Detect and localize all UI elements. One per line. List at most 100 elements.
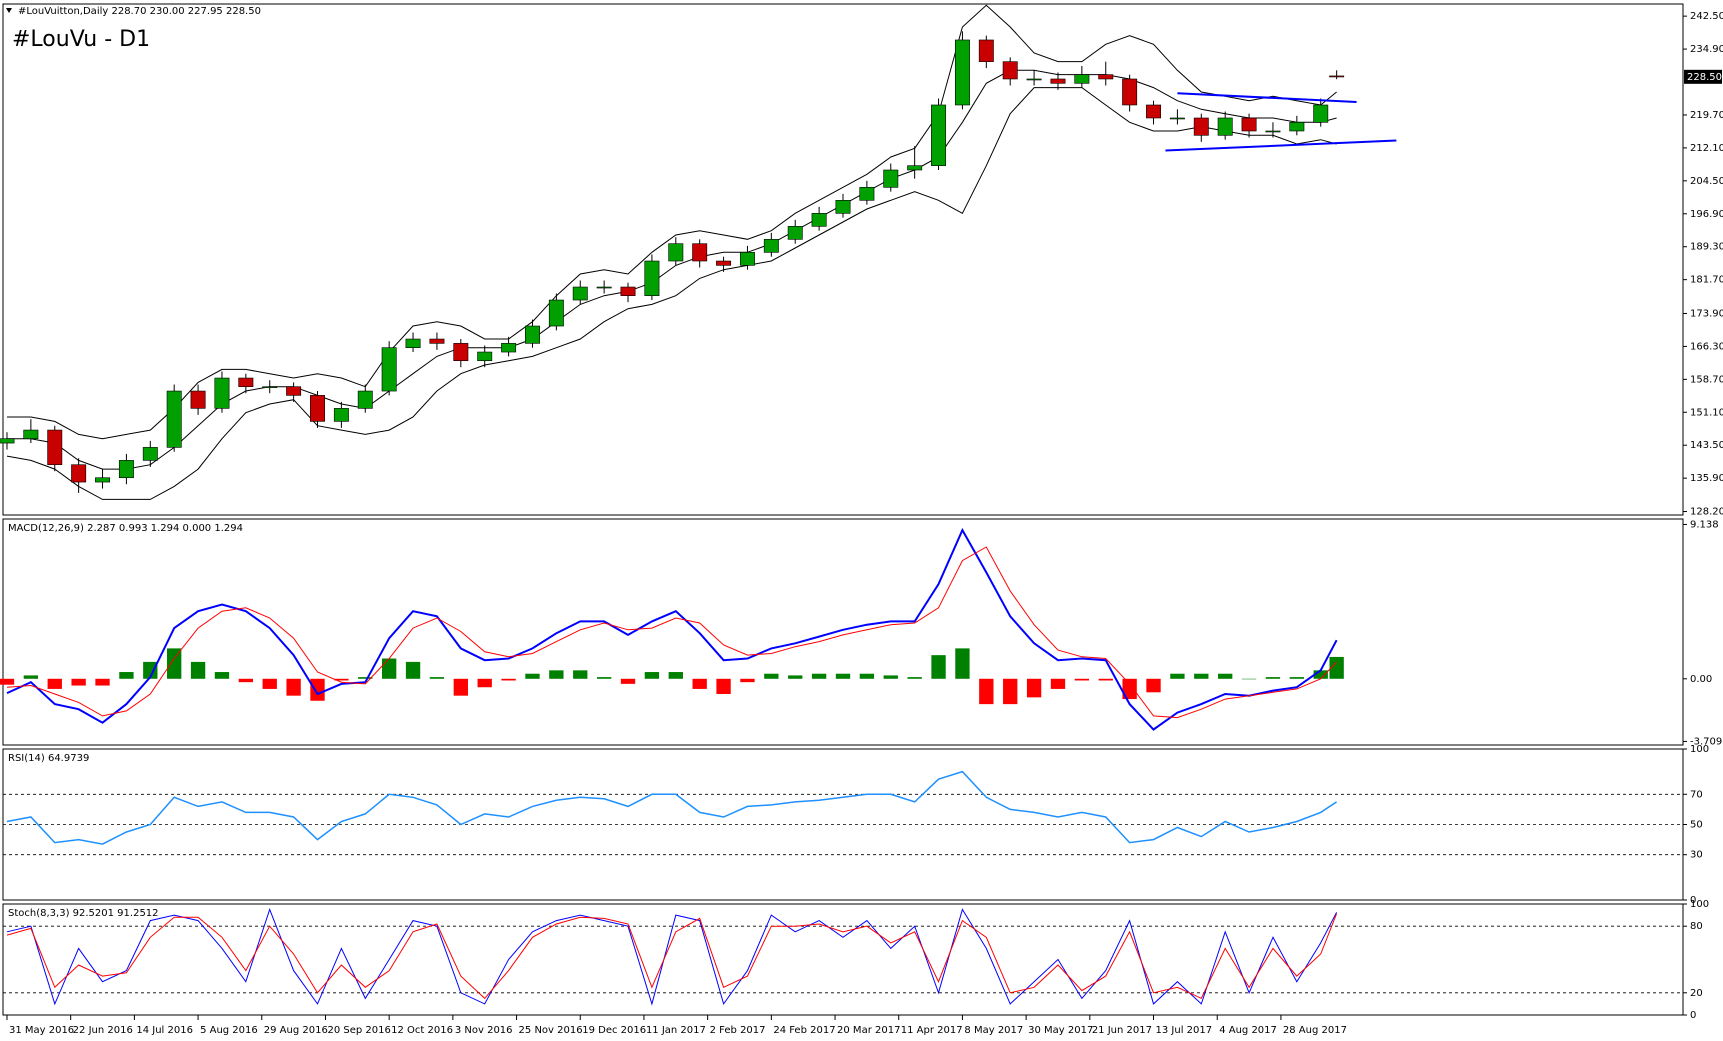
panel-label: MACD(12,26,9) 2.287 0.993 1.294 0.000 1.… xyxy=(8,523,243,534)
y-tick-label: 181.70 xyxy=(1690,275,1723,286)
candle-body xyxy=(1026,78,1042,81)
candle-body xyxy=(286,386,302,396)
indicator-line xyxy=(6,770,1338,845)
current-price-label: 228.50 xyxy=(1687,72,1722,83)
x-tick-label: 24 Feb 2017 xyxy=(773,1025,835,1036)
y-tick-label: 50 xyxy=(1690,820,1703,831)
panel: 0 30 50 70 100 RSI(14) 64.9739 xyxy=(2,744,1709,906)
histogram-bar xyxy=(238,678,254,683)
candle-body xyxy=(644,260,660,296)
y-tick-label: 196.90 xyxy=(1690,209,1723,220)
x-tick-label: 12 Oct 2016 xyxy=(391,1025,453,1036)
histogram-bar xyxy=(596,677,612,679)
histogram-bar xyxy=(1122,678,1137,700)
menu-arrow xyxy=(6,8,12,13)
x-tick-label: 22 Jun 2016 xyxy=(73,1025,133,1036)
candle-body xyxy=(1146,104,1161,119)
y-tick-label: 204.50 xyxy=(1690,176,1723,187)
histogram-bar xyxy=(1146,678,1161,693)
y-tick-label: 135.90 xyxy=(1690,473,1723,484)
bollinger-band xyxy=(6,87,1337,500)
candle-body xyxy=(333,408,349,422)
candle-body xyxy=(429,338,445,344)
histogram-bar xyxy=(740,678,755,683)
histogram-bar xyxy=(477,678,492,688)
candle-body xyxy=(0,438,15,444)
candle-body xyxy=(310,395,325,422)
candle-body xyxy=(1074,74,1090,84)
candle-body xyxy=(23,429,39,440)
histogram-bar xyxy=(644,672,660,679)
histogram-bar xyxy=(286,678,301,696)
y-tick-label: 0 xyxy=(1690,895,1696,906)
candle-body xyxy=(883,169,899,188)
y-tick-label: 143.50 xyxy=(1690,440,1723,451)
y-tick-label: 242.50 xyxy=(1690,11,1723,22)
candle-body xyxy=(739,252,755,266)
y-tick-label: 166.30 xyxy=(1690,341,1723,352)
candle-body xyxy=(1289,122,1305,132)
candle-body xyxy=(668,243,684,262)
candle-body xyxy=(548,299,564,327)
histogram-bar xyxy=(453,678,468,696)
candle-body xyxy=(477,351,493,362)
candle-body xyxy=(1122,78,1138,106)
x-tick-label: 19 Dec 2016 xyxy=(582,1025,646,1036)
x-tick-label: 30 May 2017 xyxy=(1028,1025,1093,1036)
x-tick-label: 11 Jan 2017 xyxy=(646,1025,706,1036)
indicator-line xyxy=(6,908,1338,1006)
histogram-bar xyxy=(119,672,134,679)
x-tick-label: 21 Jun 2017 xyxy=(1092,1025,1152,1036)
histogram-bar xyxy=(955,648,970,679)
panel-label: Stoch(8,3,3) 92.5201 91.2512 xyxy=(8,908,159,919)
y-tick-label: 80 xyxy=(1690,921,1703,932)
candle-body xyxy=(262,386,278,389)
chart-title: #LouVu - D1 xyxy=(12,27,150,52)
histogram-bar xyxy=(1003,678,1018,705)
candle-body xyxy=(596,286,612,289)
histogram-bar xyxy=(931,655,946,679)
y-tick-label: 100 xyxy=(1690,899,1709,910)
candle-body xyxy=(620,286,636,296)
candle-body xyxy=(692,243,708,262)
histogram-bar xyxy=(716,678,731,694)
panel: 128.20 135.90 143.50 151.10 158.70 166.30 173.… xyxy=(0,3,1723,518)
candle-body xyxy=(142,447,158,461)
y-tick-label: 173.90 xyxy=(1690,308,1723,319)
histogram-bar xyxy=(620,678,636,684)
candle-body xyxy=(238,377,254,388)
indicator-line xyxy=(6,527,1338,731)
candle-body xyxy=(47,429,63,466)
x-tick-label: 11 Apr 2017 xyxy=(901,1025,963,1036)
histogram-bar xyxy=(23,675,39,679)
x-tick-label: 29 Aug 2016 xyxy=(264,1025,328,1036)
histogram-bar xyxy=(1265,677,1281,679)
candle-body xyxy=(907,165,923,171)
candle-body xyxy=(1217,117,1233,136)
candle-body xyxy=(1241,117,1257,132)
y-tick-label: 9.138 xyxy=(1690,519,1719,530)
histogram-bar xyxy=(525,673,540,679)
x-tick-label: 28 Aug 2017 xyxy=(1283,1025,1347,1036)
y-tick-label: 70 xyxy=(1690,789,1703,800)
candle-body xyxy=(71,464,87,483)
histogram-bar xyxy=(764,673,779,679)
x-tick-label: 20 Mar 2017 xyxy=(837,1025,900,1036)
y-tick-label: 151.10 xyxy=(1690,407,1723,418)
histogram-bar xyxy=(1170,673,1185,679)
histogram-bar xyxy=(405,661,421,679)
histogram-bar xyxy=(429,677,445,679)
candle-body xyxy=(1265,130,1281,133)
histogram-bar xyxy=(907,677,922,679)
histogram-bar xyxy=(143,661,158,679)
y-tick-label: 0.00 xyxy=(1690,674,1712,685)
y-tick-label: 219.70 xyxy=(1690,110,1723,121)
histogram-bar xyxy=(788,675,803,679)
x-tick-label: 14 Jul 2016 xyxy=(136,1025,193,1036)
panel-frame xyxy=(2,903,1684,1016)
histogram-bar xyxy=(1241,678,1257,680)
y-tick-label: 189.30 xyxy=(1690,242,1723,253)
candle-body xyxy=(716,260,732,266)
candle-body xyxy=(1169,117,1185,120)
